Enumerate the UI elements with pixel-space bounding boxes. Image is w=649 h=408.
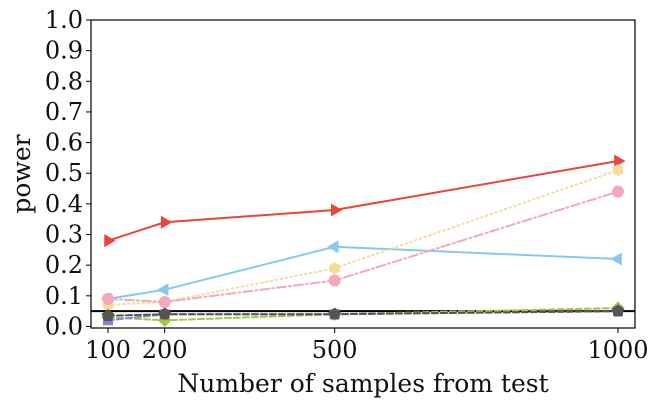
- y-tick-label: 0.8: [45, 67, 83, 95]
- y-tick-label: 0.7: [45, 98, 83, 126]
- y-tick-label: 0.4: [45, 190, 83, 218]
- series-line: [107, 190, 619, 303]
- data-point: [614, 154, 626, 168]
- x-tick-label: 100: [85, 336, 131, 364]
- data-point: [102, 292, 114, 305]
- y-tick-label: 0.9: [45, 37, 83, 65]
- x-tick-label: 500: [312, 336, 358, 364]
- data-point: [104, 234, 116, 248]
- data-point: [612, 185, 624, 198]
- plot-frame: [90, 19, 636, 329]
- data-point: [610, 252, 622, 266]
- x-axis: 100 200 500 1000: [85, 328, 649, 364]
- plot-area: [91, 154, 635, 328]
- series-line: [107, 159, 619, 242]
- y-tick-label: 0.0: [45, 312, 83, 340]
- data-point: [157, 283, 169, 297]
- x-axis-label: Number of samples from test: [177, 369, 548, 398]
- series-line: [107, 169, 619, 307]
- data-point: [328, 307, 341, 320]
- data-point: [329, 262, 340, 275]
- series-line: [107, 310, 619, 317]
- series-4: [102, 185, 624, 308]
- data-point: [612, 164, 624, 177]
- data-point: [158, 307, 171, 320]
- y-tick-label: 0.2: [45, 251, 83, 279]
- data-point: [328, 274, 341, 287]
- y-tick-label: 0.5: [45, 159, 83, 187]
- series-3: [102, 164, 624, 312]
- series-line: [107, 307, 619, 322]
- y-tick-label: 1.0: [45, 6, 83, 34]
- data-point: [158, 295, 171, 308]
- data-point: [101, 309, 115, 322]
- data-point: [327, 240, 339, 254]
- series-line: [107, 245, 619, 300]
- y-tick-label: 0.6: [45, 129, 83, 157]
- data-point: [160, 215, 173, 229]
- y-tick-label: 0.3: [45, 221, 83, 249]
- y-axis: 0.00.1 0.20.3 0.4 0.50.6 0.7 0.80.9 1.0: [45, 6, 91, 340]
- x-tick-label: 200: [142, 336, 188, 364]
- x-tick-label: 1000: [587, 336, 648, 364]
- series-1: [104, 154, 626, 248]
- y-axis-label: power: [7, 134, 36, 213]
- data-point: [611, 304, 625, 317]
- data-point: [330, 203, 343, 217]
- series-7: [101, 304, 625, 322]
- y-tick-label: 0.1: [45, 282, 83, 310]
